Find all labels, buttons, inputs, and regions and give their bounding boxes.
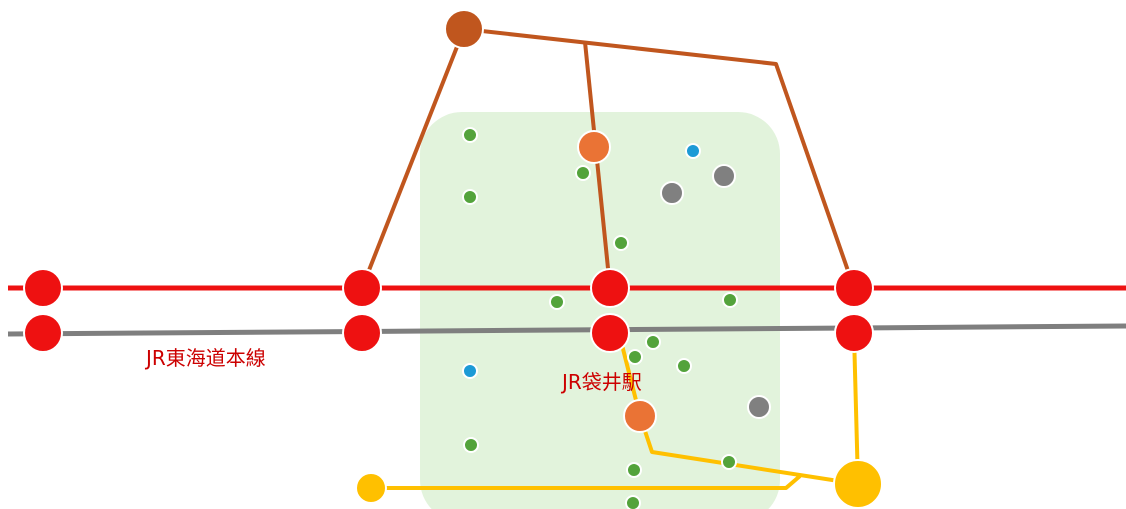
yellow-hub-east[interactable]: [833, 459, 883, 509]
green-dot-icon[interactable]: [462, 127, 478, 143]
yellow-route-south: [371, 474, 802, 490]
gray-dot-icon[interactable]: [660, 181, 684, 205]
green-dot-icon[interactable]: [625, 495, 641, 509]
green-dot-icon[interactable]: [626, 462, 642, 478]
brown-route-center: [583, 41, 612, 289]
highlight-area: [420, 112, 780, 509]
station-red-2[interactable]: [342, 268, 382, 308]
orange-stops: [577, 130, 657, 433]
station-gray-4[interactable]: [834, 313, 874, 353]
green-dot-icon[interactable]: [613, 235, 629, 251]
gray-dot-icon[interactable]: [747, 395, 771, 419]
green-dot-icon[interactable]: [575, 165, 591, 181]
poi-green-group: [462, 127, 738, 509]
blue-dot-icon[interactable]: [462, 363, 478, 379]
orange-stop-north[interactable]: [577, 130, 611, 164]
green-dot-icon[interactable]: [722, 292, 738, 308]
brown-route-east: [463, 27, 856, 289]
station-gray-3[interactable]: [590, 313, 630, 353]
green-dot-icon[interactable]: [627, 349, 643, 365]
jr-line-gray: [7, 323, 1126, 337]
stations-red-line: [23, 268, 874, 308]
station-red-4[interactable]: [834, 268, 874, 308]
green-dot-icon[interactable]: [462, 189, 478, 205]
yellow-route-lines: [371, 333, 860, 490]
brown-hub-north[interactable]: [444, 9, 484, 49]
orange-stop-south[interactable]: [623, 399, 657, 433]
yellow-hub-west[interactable]: [355, 472, 387, 504]
yellow-route-center: [620, 344, 859, 486]
green-dot-icon[interactable]: [645, 334, 661, 350]
station-red-1[interactable]: [23, 268, 63, 308]
brown-route-west: [360, 28, 466, 289]
poi-gray-group: [660, 164, 771, 419]
blue-dot-icon[interactable]: [685, 143, 701, 159]
line-name-label: JR東海道本線: [144, 346, 266, 370]
station-gray-2[interactable]: [342, 313, 382, 353]
green-dot-icon[interactable]: [721, 454, 737, 470]
green-dot-icon[interactable]: [549, 294, 565, 310]
yellow-route-east: [852, 333, 860, 485]
stations-gray-line: [23, 313, 874, 353]
brown-route-lines: [360, 27, 856, 289]
poi-blue-group: [462, 143, 701, 379]
station-name-label: JR袋井駅: [560, 370, 642, 394]
green-dot-icon[interactable]: [676, 358, 692, 374]
gray-dot-icon[interactable]: [712, 164, 736, 188]
station-gray-1[interactable]: [23, 313, 63, 353]
green-dot-icon[interactable]: [463, 437, 479, 453]
station-red-3[interactable]: [590, 268, 630, 308]
